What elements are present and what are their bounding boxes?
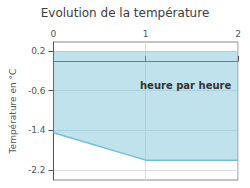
svg-text:0.2: 0.2: [31, 46, 45, 56]
svg-text:2: 2: [235, 29, 241, 39]
svg-text:Evolution de la température: Evolution de la température: [41, 6, 210, 20]
svg-text:-0.6: -0.6: [28, 86, 46, 96]
svg-text:0: 0: [51, 29, 57, 39]
svg-text:Température en °C: Température en °C: [8, 69, 18, 155]
svg-text:-2.2: -2.2: [28, 165, 46, 175]
svg-text:-1.4: -1.4: [28, 125, 46, 135]
svg-text:1: 1: [143, 29, 149, 39]
svg-text:heure par heure: heure par heure: [140, 80, 231, 91]
